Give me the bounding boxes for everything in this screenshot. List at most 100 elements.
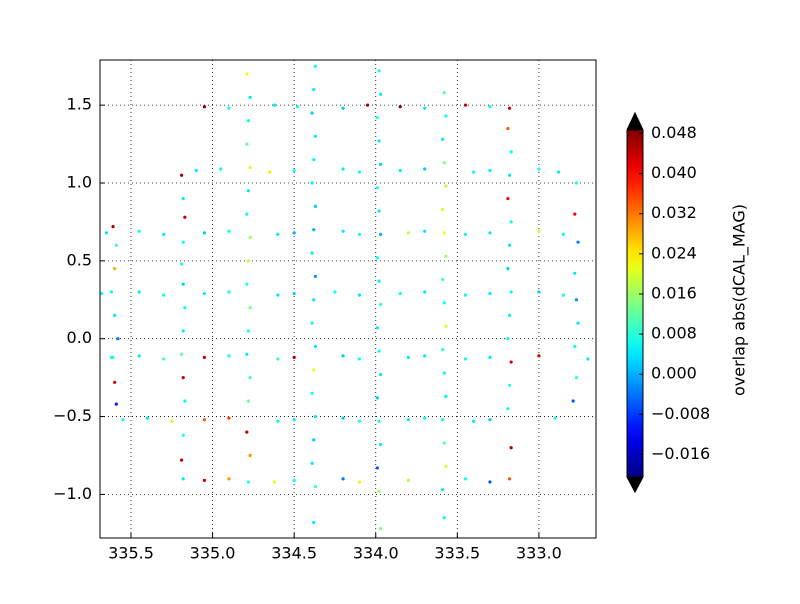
point [488,105,492,109]
point [442,231,446,235]
point [506,407,510,411]
point [341,167,345,171]
point [246,119,251,123]
point [248,235,252,240]
point [162,293,166,297]
point [114,402,118,406]
point [444,254,448,258]
point [379,527,383,531]
point [488,480,492,484]
point [375,466,379,470]
point [194,168,198,173]
point [379,302,383,307]
point [181,240,185,244]
point [137,354,141,358]
point [181,196,185,201]
point [379,162,383,166]
point [179,173,184,177]
x-tick-label: 335.0 [190,544,236,563]
point [295,105,300,109]
point [310,251,314,255]
colorbar-label: overlap abs(dCAL_MAG) [730,204,750,396]
point [357,357,362,361]
point [379,92,383,96]
point [162,357,166,361]
point [313,485,317,489]
point [109,290,114,294]
point [292,478,296,482]
point [312,520,316,525]
point [245,352,249,356]
colorbar-frame [626,111,644,494]
point [292,168,296,173]
point [276,419,280,423]
point [573,212,577,216]
point [444,394,448,398]
point [137,290,141,294]
grid [100,60,596,538]
point [272,103,277,107]
point [310,461,314,465]
point [509,220,513,224]
point [179,352,184,356]
y-tick-label: −1.0 [53,484,92,503]
point [292,355,296,359]
point [463,477,468,481]
y-tick-label: 1.5 [67,95,92,114]
x-tick-label: 333.5 [434,544,480,563]
point [444,324,448,328]
point [116,337,120,341]
x-tick-label: 334.0 [353,544,399,563]
point [571,399,575,403]
colorbar [627,130,643,477]
point [219,167,223,171]
point [312,438,316,442]
point [488,168,492,173]
point [137,229,141,233]
point [507,383,512,388]
colorbar-tick-label: −0.008 [651,404,710,423]
point [561,293,565,297]
point [246,259,251,263]
colorbar-tick-label: −0.016 [651,444,710,463]
point [574,181,579,185]
point [442,441,446,445]
point [183,215,187,219]
point [310,181,314,185]
x-tick-label: 333.0 [516,544,562,563]
point [357,170,362,174]
point [444,464,448,468]
point [272,480,277,484]
point [181,376,185,380]
point [375,326,379,330]
point [357,480,362,484]
point [202,355,207,359]
point [442,301,446,305]
point [100,291,104,296]
point [506,267,510,271]
point [313,134,317,138]
point [183,305,187,310]
point [441,418,445,422]
point [507,243,512,247]
point [573,344,577,349]
point [292,418,296,422]
x-tick-label: 335.5 [108,544,154,563]
colorbar-tick-label: 0.040 [651,163,697,182]
point [507,106,512,110]
point [365,103,370,107]
point [561,232,565,236]
point [113,380,117,384]
point [377,139,381,143]
point [406,418,410,422]
point [537,167,541,171]
point [488,231,492,235]
point [292,291,296,296]
point [406,231,410,235]
y-tick-label: 0.5 [67,250,92,269]
point [145,416,149,420]
point [248,95,252,99]
point [312,298,316,302]
point [312,87,316,92]
